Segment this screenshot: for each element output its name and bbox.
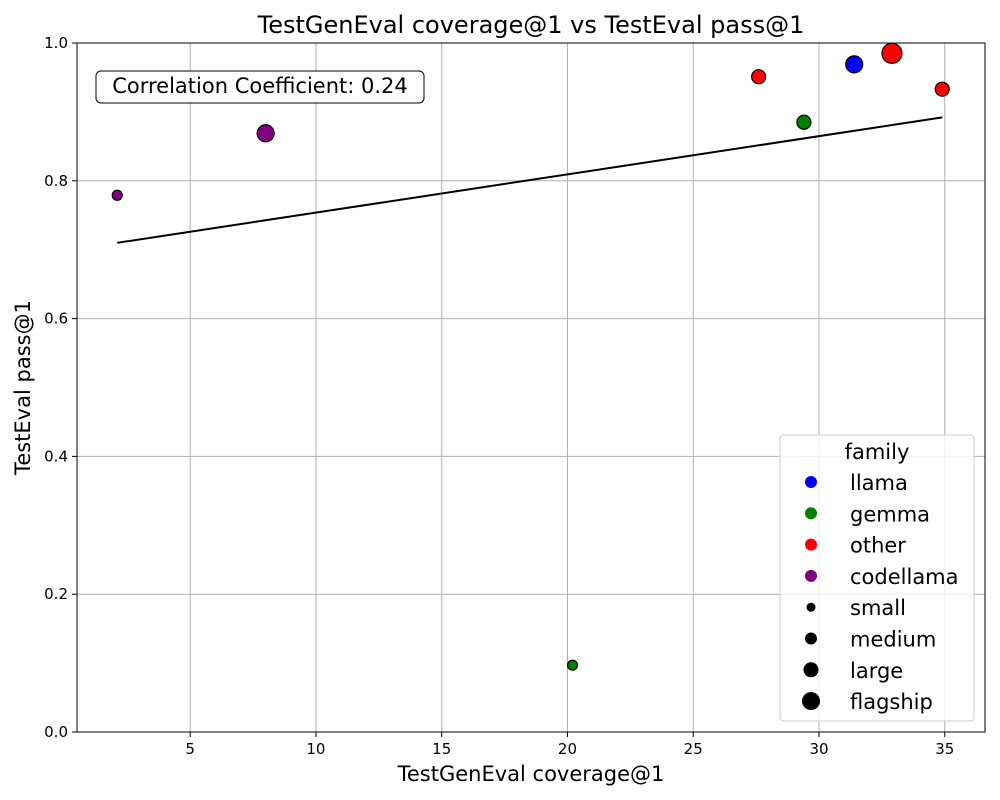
legend: family llama gemma other codellama small medi… [779,434,975,722]
x-tick-label: 30 [809,740,828,758]
legend-marker-codellama [805,569,817,582]
legend-marker-flagship [802,692,820,711]
legend-label-medium: medium [850,628,936,652]
x-axis-label: TestGenEval coverage@1 [397,762,665,786]
annotation-box [95,70,425,104]
y-axis-label: TestEval pass@1 [11,300,35,476]
x-tick-label: 15 [432,740,451,758]
legend-marker-gemma [805,507,817,520]
legend-box [779,434,975,722]
legend-label-large: large [850,659,903,683]
legend-label-gemma: gemma [850,502,930,526]
trendline-layer [117,116,943,244]
legend-marker-large [803,662,819,678]
legend-marker-medium [805,632,817,645]
axes-frame [76,42,986,733]
legend-marker-llama [805,476,817,488]
legend-label-llama: llama [850,471,908,495]
data-point-gemma-medium [796,114,812,130]
x-tick-label: 25 [684,740,703,758]
correlation-annotation: Correlation Coefficient: 0.24 [95,70,425,104]
data-point-gemma-small [566,659,579,671]
data-point-codellama-small [111,189,123,201]
legend-marker-other [805,538,817,551]
legend-label-codellama: codellama [850,565,959,589]
y-tick-label: 0.8 [44,172,68,190]
x-tick-label: 10 [306,740,325,758]
data-point-codellama-large [256,124,275,143]
trendline [117,116,943,244]
legend-marker-small [806,602,816,612]
legend-label-other: other [850,534,906,558]
x-tick-label: 5 [185,740,195,758]
data-point-other-flagship [881,42,903,64]
data-point-llama-large [845,55,864,74]
legend-title: family [845,440,910,464]
y-tick-label: 0.2 [44,585,68,603]
y-tick-label: 0.4 [44,447,68,465]
y-tick-label: 0.0 [44,723,68,741]
data-points [111,42,950,671]
data-point-other-medium [751,69,767,85]
x-tick-label: 35 [935,740,954,758]
y-tick-label: 0.6 [44,310,68,328]
y-tick-label: 1.0 [44,34,68,52]
x-tick-label: 20 [558,740,577,758]
chart-title: TestGenEval coverage@1 vs TestEval pass@… [257,11,805,39]
data-point-other-medium [934,81,950,97]
legend-label-flagship: flagship [850,690,933,714]
annotation-text: Correlation Coefficient: 0.24 [112,74,408,98]
legend-label-small: small [850,596,906,620]
axis-ticks: 5 10 15 20 25 30 35 0.0 0.2 0.4 0.6 0.8 1.0 [44,34,954,758]
